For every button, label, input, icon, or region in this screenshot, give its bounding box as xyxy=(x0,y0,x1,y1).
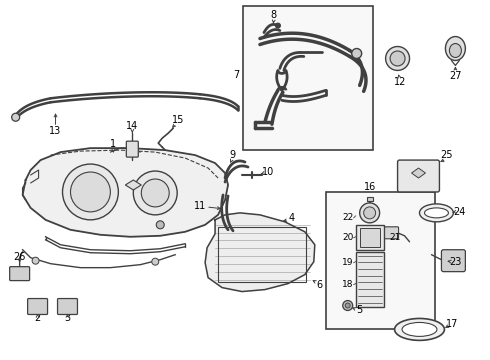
Text: 7: 7 xyxy=(233,71,239,80)
Circle shape xyxy=(141,179,169,207)
Ellipse shape xyxy=(445,37,466,60)
Text: 17: 17 xyxy=(446,319,459,329)
Circle shape xyxy=(12,113,20,121)
Text: 1: 1 xyxy=(110,139,117,149)
Circle shape xyxy=(352,49,362,58)
Text: 3: 3 xyxy=(65,314,71,324)
FancyBboxPatch shape xyxy=(397,160,440,192)
Polygon shape xyxy=(23,148,228,237)
Circle shape xyxy=(156,221,164,229)
Bar xyxy=(356,252,384,306)
Ellipse shape xyxy=(449,44,462,58)
Text: 2: 2 xyxy=(34,314,41,324)
Text: 8: 8 xyxy=(271,10,277,20)
Circle shape xyxy=(152,258,159,265)
Circle shape xyxy=(345,303,350,308)
Text: 15: 15 xyxy=(172,115,184,125)
Circle shape xyxy=(63,164,119,220)
Text: 16: 16 xyxy=(364,182,376,192)
Text: 22: 22 xyxy=(342,213,353,222)
Ellipse shape xyxy=(424,208,448,218)
Text: 5: 5 xyxy=(357,306,363,315)
Polygon shape xyxy=(205,213,315,292)
Circle shape xyxy=(32,257,39,264)
Text: 24: 24 xyxy=(453,207,465,217)
Ellipse shape xyxy=(419,204,453,222)
Text: 18: 18 xyxy=(342,280,353,289)
Text: 23: 23 xyxy=(449,257,462,267)
Bar xyxy=(356,225,384,250)
Ellipse shape xyxy=(390,51,405,66)
Circle shape xyxy=(71,172,110,212)
Text: 14: 14 xyxy=(126,121,139,131)
Text: 10: 10 xyxy=(262,167,274,177)
Text: 27: 27 xyxy=(449,71,462,81)
Polygon shape xyxy=(125,180,141,190)
Circle shape xyxy=(360,203,380,223)
FancyBboxPatch shape xyxy=(57,298,77,315)
Circle shape xyxy=(343,301,353,310)
Ellipse shape xyxy=(386,46,410,71)
Bar xyxy=(243,6,372,150)
Text: 6: 6 xyxy=(317,280,323,289)
FancyBboxPatch shape xyxy=(441,250,466,272)
Text: 26: 26 xyxy=(13,252,26,262)
Text: 9: 9 xyxy=(229,150,235,160)
Bar xyxy=(360,228,380,247)
FancyBboxPatch shape xyxy=(385,227,398,239)
FancyBboxPatch shape xyxy=(126,141,138,157)
Bar xyxy=(218,227,306,282)
Bar xyxy=(367,197,372,201)
Polygon shape xyxy=(412,168,425,178)
Text: 13: 13 xyxy=(49,126,62,136)
Text: 25: 25 xyxy=(440,150,453,160)
Text: 4: 4 xyxy=(289,213,295,223)
FancyBboxPatch shape xyxy=(27,298,48,315)
Text: 20: 20 xyxy=(342,233,353,242)
Ellipse shape xyxy=(394,319,444,340)
Text: 21: 21 xyxy=(389,233,400,242)
Text: 11: 11 xyxy=(194,201,206,211)
FancyBboxPatch shape xyxy=(10,267,29,280)
Circle shape xyxy=(364,207,376,219)
Bar xyxy=(326,192,436,329)
Text: 12: 12 xyxy=(394,77,407,87)
Text: 19: 19 xyxy=(342,258,353,267)
Circle shape xyxy=(275,23,280,28)
Ellipse shape xyxy=(402,323,437,336)
Circle shape xyxy=(133,171,177,215)
